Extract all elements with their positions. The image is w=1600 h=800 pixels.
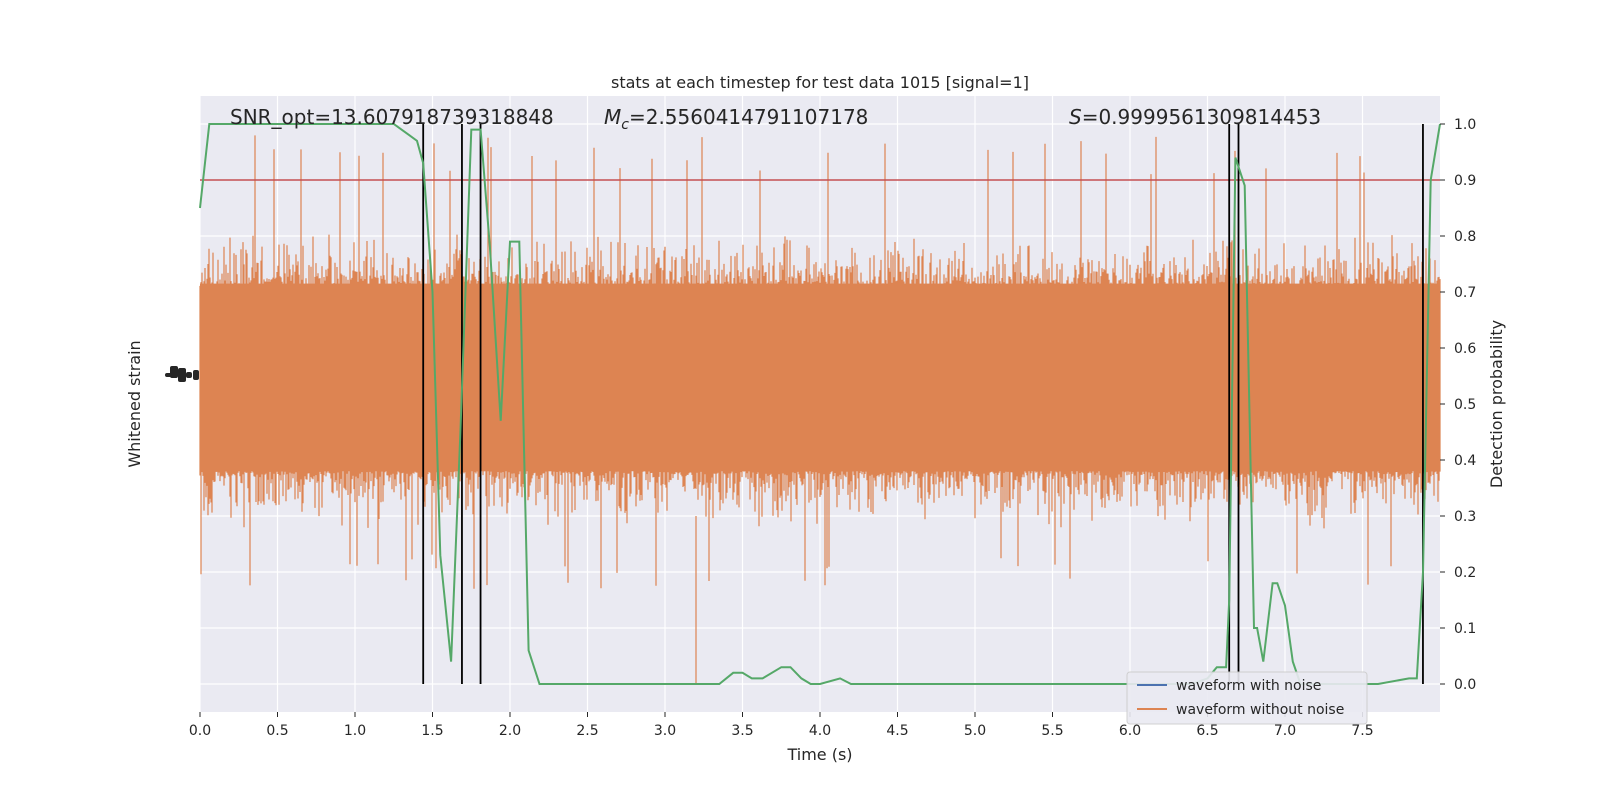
s-symbol: S <box>1069 105 1082 129</box>
x-tick-label: 0.0 <box>189 723 211 739</box>
x-tick-label: 5.0 <box>964 723 986 739</box>
y-right-tick-label: 0.6 <box>1454 341 1476 357</box>
x-tick-label: 6.0 <box>1119 723 1141 739</box>
x-tick-label: 1.0 <box>344 723 366 739</box>
x-axis-label: Time (s) <box>786 745 852 764</box>
right-axis-label: Detection probability <box>1487 320 1506 488</box>
x-tick-label: 6.5 <box>1196 723 1218 739</box>
detection-probability-line <box>199 123 1441 685</box>
x-tick-label: 5.5 <box>1041 723 1063 739</box>
y-right-tick-label: 0.3 <box>1454 509 1476 525</box>
detection-probability-series <box>199 123 1441 685</box>
x-tick-label: 2.5 <box>576 723 598 739</box>
x-tick-label: 1.5 <box>421 723 443 739</box>
left-axis-tick-mark <box>193 370 199 380</box>
chirp-mass-value: =2.5560414791107178 <box>629 105 868 129</box>
chirp-mass-annotation: Mc=2.5560414791107178 <box>604 105 868 133</box>
left-axis-tick-mark <box>186 372 192 378</box>
y-right-tick-label: 0.1 <box>1454 621 1476 637</box>
y-right-tick-label: 0.7 <box>1454 285 1476 301</box>
snr-annotation: SNR_opt=13.607918739318848 <box>230 105 554 129</box>
legend: waveform with noise waveform without noi… <box>1126 671 1368 725</box>
x-tick-label: 2.0 <box>499 723 521 739</box>
waveform-core-band <box>200 283 1440 469</box>
x-tick-label: 3.0 <box>654 723 676 739</box>
x-tick-label: 4.5 <box>886 723 908 739</box>
legend-label-with-noise: waveform with noise <box>1176 678 1321 694</box>
left-axis-label: Whitened strain <box>125 340 144 467</box>
y-right-tick-label: 0.5 <box>1454 397 1476 413</box>
left-axis-tick-mark <box>178 368 186 382</box>
ticks: 0.0 0.5 1.0 1.5 2.0 2.5 3.0 3.5 4.0 4.5 5.0 5.5 6.0 6… <box>189 117 1476 739</box>
y-right-tick-label: 0.0 <box>1454 677 1476 693</box>
x-tick-label: 7.5 <box>1351 723 1373 739</box>
y-right-tick-label: 0.2 <box>1454 565 1476 581</box>
left-axis-tick-mark <box>170 366 178 378</box>
s-value: =0.9999561309814453 <box>1082 105 1321 129</box>
legend-box <box>1126 671 1368 725</box>
chirp-mass-subscript: c <box>621 117 629 133</box>
x-tick-label: 7.0 <box>1274 723 1296 739</box>
x-tick-label: 3.5 <box>731 723 753 739</box>
legend-label-without-noise: waveform without noise <box>1176 702 1344 718</box>
s-annotation: S=0.9999561309814453 <box>1069 105 1321 129</box>
x-tick-label: 4.0 <box>809 723 831 739</box>
left-axis-tick-marks <box>165 366 199 382</box>
y-right-tick-label: 0.4 <box>1454 453 1476 469</box>
x-tick-label: 0.5 <box>266 723 288 739</box>
y-right-tick-label: 1.0 <box>1454 117 1476 133</box>
y-right-tick-label: 0.8 <box>1454 229 1476 245</box>
chirp-mass-symbol: M <box>604 105 621 129</box>
chart-title: stats at each timestep for test data 101… <box>611 73 1029 92</box>
y-right-tick-label: 0.9 <box>1454 173 1476 189</box>
